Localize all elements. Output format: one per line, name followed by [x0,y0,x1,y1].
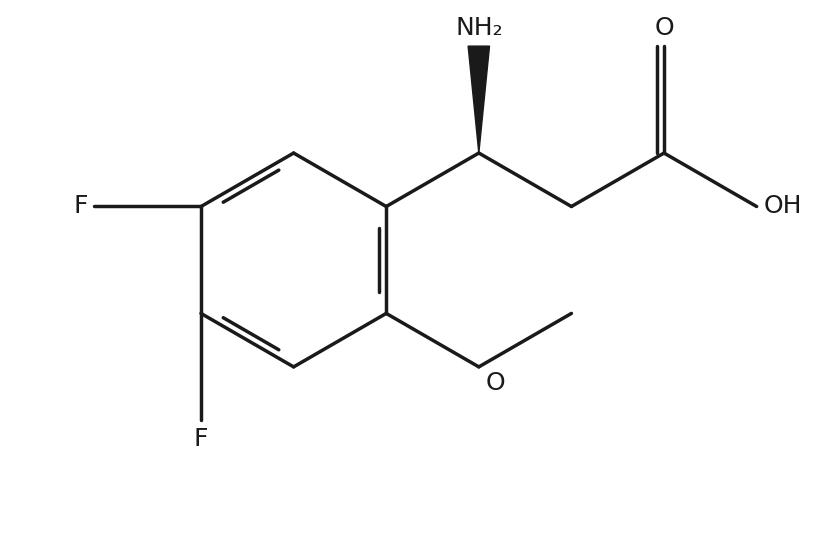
Text: O: O [654,15,674,40]
Text: OH: OH [763,194,801,219]
Text: NH₂: NH₂ [455,15,503,40]
Text: F: F [73,194,88,219]
Polygon shape [468,46,490,153]
Text: O: O [485,371,505,395]
Text: F: F [193,427,208,451]
